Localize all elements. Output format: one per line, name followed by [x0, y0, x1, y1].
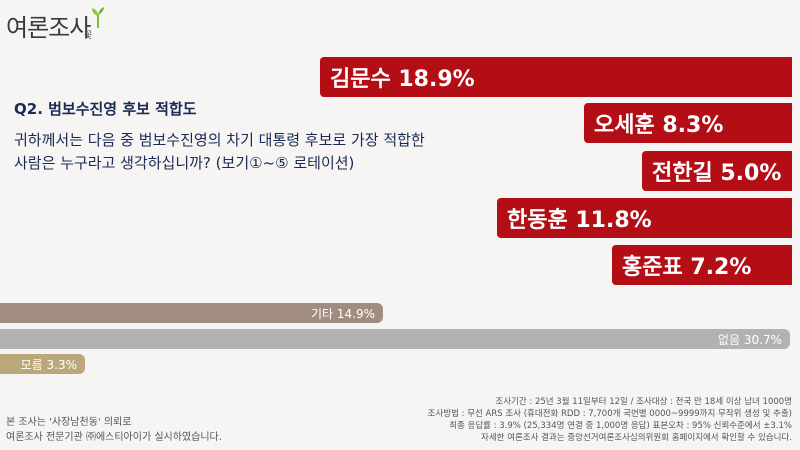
bar-전한길: 전한길 5.0%	[642, 151, 792, 191]
question-line-2: 사람은 누구라고 생각하십니까? (보기①~⑤ 로테이션)	[14, 154, 355, 172]
sponsor-line-1: 본 조사는 '사장남천동' 의뢰로	[6, 417, 132, 428]
method-line-3: 최종 응답률 : 3.9% (25,334명 연결 중 1,000명 응답) 표…	[449, 421, 792, 431]
other-bar-label: 기타 14.9%	[310, 306, 375, 321]
bar-김문수: 김문수 18.9%	[320, 57, 792, 97]
question-title: Q2. 범보수진영 후보 적합도	[14, 100, 197, 118]
methodology-note: 조사기간 : 25년 3월 11일부터 12일 / 조사대상 : 전국 만 18…	[428, 396, 792, 444]
bar-홍준표: 홍준표 7.2%	[612, 245, 792, 285]
method-line-2: 조사방법 : 무선 ARS 조사 (휴대전화 RDD : 7,700개 국번별 …	[427, 409, 792, 419]
bar-label: 한동훈 11.8%	[507, 208, 652, 233]
bar-label: 전한길 5.0%	[652, 161, 782, 186]
logo-text: 여론조사	[6, 14, 91, 42]
bar-label: 오세훈 8.3%	[594, 113, 724, 138]
sponsor-note: 본 조사는 '사장남천동' 의뢰로 여론조사 전문기관 ㈜에스티아이가 실시하였…	[6, 415, 222, 445]
logo: 여론조사 꽃	[6, 6, 116, 42]
sprout-icon	[92, 7, 104, 28]
bar-오세훈: 오세훈 8.3%	[584, 103, 792, 143]
question-block: Q2. 범보수진영 후보 적합도 귀하께서는 다음 중 범보수진영의 차기 대통…	[14, 98, 514, 175]
method-line-4: 자세한 여론조사 결과는 중앙선거여론조사심의위원회 홈페이지에서 확인할 수 …	[481, 433, 792, 443]
bar-label: 홍준표 7.2%	[622, 255, 752, 280]
other-bar-label: 없음 30.7%	[717, 332, 782, 347]
other-bar-2: 모름 3.3%	[0, 354, 85, 374]
bar-label: 김문수 18.9%	[330, 67, 475, 92]
logo-sub: 꽃	[84, 31, 93, 41]
method-line-1: 조사기간 : 25년 3월 11일부터 12일 / 조사대상 : 전국 만 18…	[495, 397, 792, 407]
other-bar-1: 없음 30.7%	[0, 329, 790, 349]
other-bar-label: 모름 3.3%	[20, 357, 77, 372]
other-bar-0: 기타 14.9%	[0, 303, 383, 323]
bar-한동훈: 한동훈 11.8%	[497, 198, 792, 238]
question-line-1: 귀하께서는 다음 중 범보수진영의 차기 대통령 후보로 가장 적합한	[14, 131, 425, 149]
sponsor-line-2: 여론조사 전문기관 ㈜에스티아이가 실시하였습니다.	[6, 432, 222, 443]
question-text: 귀하께서는 다음 중 범보수진영의 차기 대통령 후보로 가장 적합한 사람은 …	[14, 129, 514, 175]
